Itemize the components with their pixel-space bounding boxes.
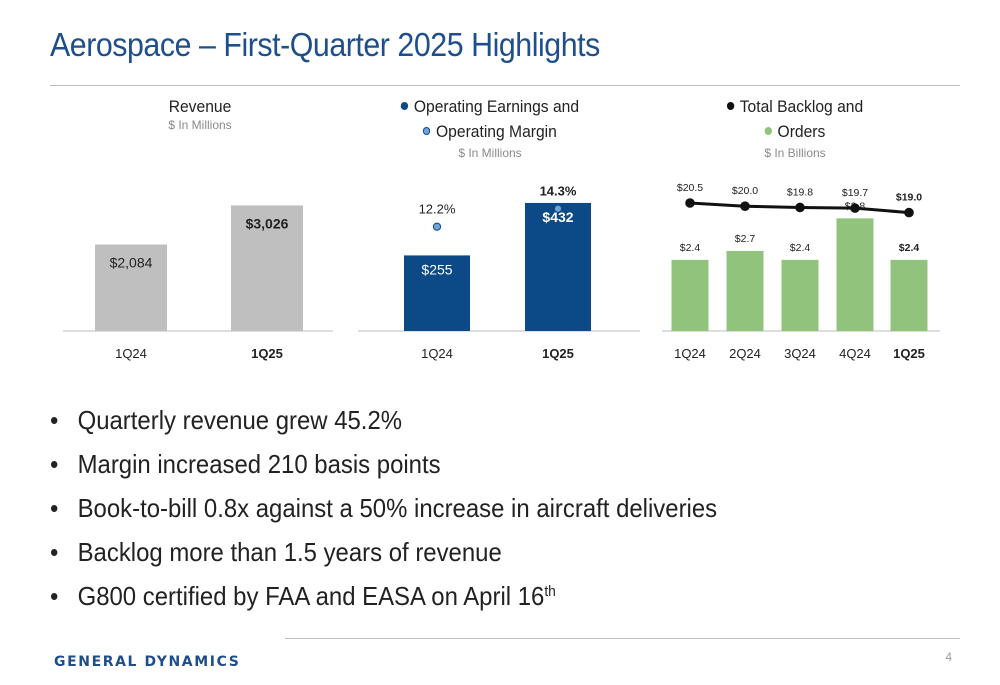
orders-data-label: $2.4	[899, 242, 920, 254]
earnings-data-label: $255	[421, 261, 452, 277]
revenue-bar	[95, 244, 167, 331]
highlight-item: • Quarterly revenue grew 45.2%	[50, 398, 717, 442]
backlog-marker	[685, 198, 695, 208]
earnings-data-label: $432	[542, 209, 573, 225]
highlight-item: • Book-to-bill 0.8x against a 50% increas…	[50, 486, 717, 530]
orders-bar	[836, 218, 874, 331]
earnings-bar	[404, 255, 470, 331]
orders-legend-dot-icon	[764, 126, 773, 135]
margin-legend-dot-icon	[423, 126, 431, 135]
earnings-tick-label: 1Q25	[542, 346, 574, 361]
highlight-text: G800 certified by FAA and EASA on April …	[77, 581, 545, 611]
highlight-text: Backlog more than 1.5 years of revenue	[77, 537, 502, 567]
backlog-tick-label: 4Q24	[839, 346, 871, 361]
backlog-marker	[904, 207, 914, 218]
backlog-legend-row: Total Backlog and	[698, 94, 891, 119]
highlight-item: • Backlog more than 1.5 years of revenue	[50, 530, 717, 574]
highlight-text: Margin increased 210 basis points	[77, 449, 441, 479]
revenue-chart: $2,084 1Q24 $3,026 1Q25	[63, 205, 333, 361]
backlog-data-label: $19.8	[787, 186, 813, 198]
page-number: 4	[945, 650, 952, 664]
margin-marker	[432, 222, 442, 231]
orders-bar	[781, 259, 819, 331]
earnings-header: Operating Earnings and Operating Margin …	[375, 94, 605, 162]
bullet-icon: •	[50, 405, 59, 435]
revenue-tick-label: 1Q24	[115, 346, 147, 361]
title-divider	[50, 85, 960, 86]
highlight-item: • G800 certified by FAA and EASA on April…	[50, 574, 717, 618]
backlog-tick-label: 1Q25	[893, 346, 925, 361]
earnings-chart: $255 1Q24 $432 1Q25 12.2% 14.3%	[358, 184, 640, 361]
backlog-data-label: $19.0	[896, 192, 922, 204]
backlog-tick-label: 3Q24	[784, 346, 816, 361]
backlog-header: Total Backlog and Orders $ In Billions	[690, 94, 900, 162]
margin-data-label: 14.3%	[540, 184, 577, 199]
margin-data-label: 12.2%	[419, 202, 456, 217]
earnings-bar	[525, 202, 591, 331]
earnings-tick-label: 1Q24	[421, 346, 453, 361]
backlog-marker	[740, 201, 750, 211]
margin-legend-label: Operating Margin	[436, 122, 557, 141]
highlight-text: Quarterly revenue grew 45.2%	[77, 405, 403, 435]
orders-legend-label: Orders	[777, 122, 826, 141]
backlog-chart: $2.41Q24$2.72Q24$2.43Q24$3.84Q24$2.41Q25…	[662, 182, 940, 361]
revenue-data-label: $3,026	[246, 215, 289, 231]
backlog-legend-label: Total Backlog and	[739, 97, 864, 116]
revenue-unit: $ In Millions	[168, 118, 232, 132]
backlog-marker	[850, 203, 860, 213]
backlog-marker	[795, 202, 805, 213]
bullet-icon: •	[50, 537, 59, 567]
highlight-item: • Margin increased 210 basis points	[50, 442, 717, 486]
earnings-unit: $ In Millions	[458, 146, 522, 160]
earnings-legend-label: Operating Earnings and	[413, 97, 580, 116]
orders-data-label: $2.4	[790, 242, 811, 254]
orders-bar	[890, 259, 928, 331]
revenue-tick-label: 1Q25	[251, 346, 283, 361]
orders-legend-row: Orders	[698, 119, 891, 144]
backlog-unit: $ In Billions	[764, 146, 826, 160]
revenue-data-label: $2,084	[110, 255, 153, 271]
backlog-tick-label: 1Q24	[674, 346, 706, 361]
backlog-data-label: $20.5	[677, 182, 703, 194]
bullet-icon: •	[50, 581, 59, 611]
revenue-bar	[231, 205, 303, 331]
orders-bar	[726, 250, 764, 331]
backlog-tick-label: 2Q24	[729, 346, 761, 361]
earnings-legend-row: Operating Earnings and	[384, 94, 596, 119]
orders-data-label: $2.7	[735, 233, 756, 245]
footer-divider	[285, 638, 960, 639]
orders-data-label: $2.4	[680, 242, 701, 254]
highlight-superscript: th	[544, 583, 556, 600]
general-dynamics-logo: GENERAL DYNAMICS	[54, 654, 241, 670]
highlights-list: • Quarterly revenue grew 45.2% • Margin inc…	[50, 398, 775, 618]
bullet-icon: •	[50, 449, 59, 479]
bullet-icon: •	[50, 493, 59, 523]
slide-title: Aerospace – First-Quarter 2025 Highlight…	[50, 26, 600, 63]
backlog-data-label: $19.7	[842, 187, 868, 199]
revenue-title: Revenue	[168, 97, 232, 116]
earnings-legend-dot-icon	[400, 101, 409, 110]
backlog-legend-dot-icon	[726, 101, 735, 110]
margin-marker	[553, 204, 563, 213]
margin-legend-row: Operating Margin	[384, 119, 596, 144]
revenue-header: Revenue $ In Millions	[110, 94, 290, 134]
orders-bar	[671, 259, 709, 331]
highlight-text: Book-to-bill 0.8x against a 50% increase…	[77, 493, 718, 523]
backlog-data-label: $20.0	[732, 185, 758, 197]
